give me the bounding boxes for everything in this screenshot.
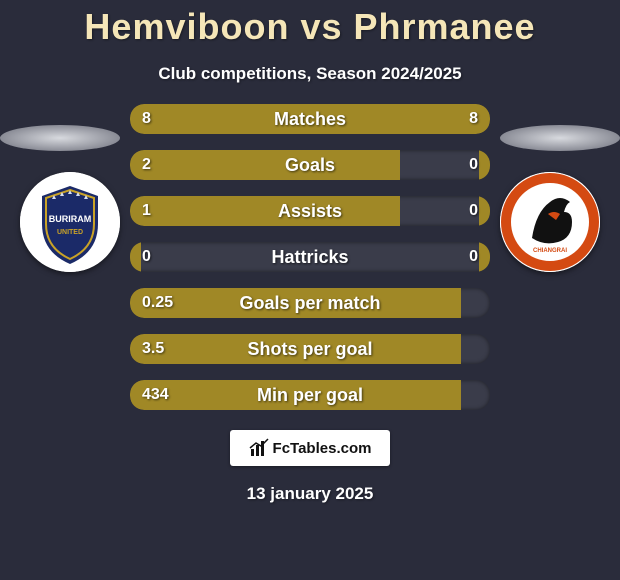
stat-row: Goals per match0.25 [130,288,490,318]
page-title: Hemviboon vs Phrmanee [0,0,620,48]
stat-label: Goals [130,150,490,180]
stat-value-left: 0 [142,242,151,272]
stat-label: Hattricks [130,242,490,272]
stat-label: Matches [130,104,490,134]
stat-row: Assists1 0 [130,196,490,226]
stat-value-left: 1 [142,196,151,226]
stat-value-right: 0 [469,196,478,226]
stat-value-left: 8 [142,104,151,134]
footer-brand: FcTables.com [230,430,390,466]
stats-bars: Matches88Goals20Assists10Hattricks00Goal… [130,104,490,410]
stat-value-left: 434 [142,380,169,410]
footer-brand-text: FcTables.com [273,440,372,457]
stat-label: Goals per match [130,288,490,318]
stat-label: Shots per goal [130,334,490,364]
stat-value-left: 2 [142,150,151,180]
stat-label: Assists [130,196,490,226]
stat-value-left: 3.5 [142,334,164,364]
stat-row: Min per goal434 [130,380,490,410]
chart-icon [249,438,269,458]
stat-label: Min per goal [130,380,490,410]
stat-row: Hattricks0 0 [130,242,490,272]
stat-value-left: 0.25 [142,288,173,318]
stat-value-right: 0 [469,242,478,272]
stat-row: Goals2 0 [130,150,490,180]
subtitle: Club competitions, Season 2024/2025 [0,64,620,84]
stat-value-right: 8 [469,104,478,134]
date-text: 13 january 2025 [0,484,620,504]
stat-row: Matches8 8 [130,104,490,134]
stat-value-right: 0 [469,150,478,180]
stat-row: Shots per goal3.5 [130,334,490,364]
